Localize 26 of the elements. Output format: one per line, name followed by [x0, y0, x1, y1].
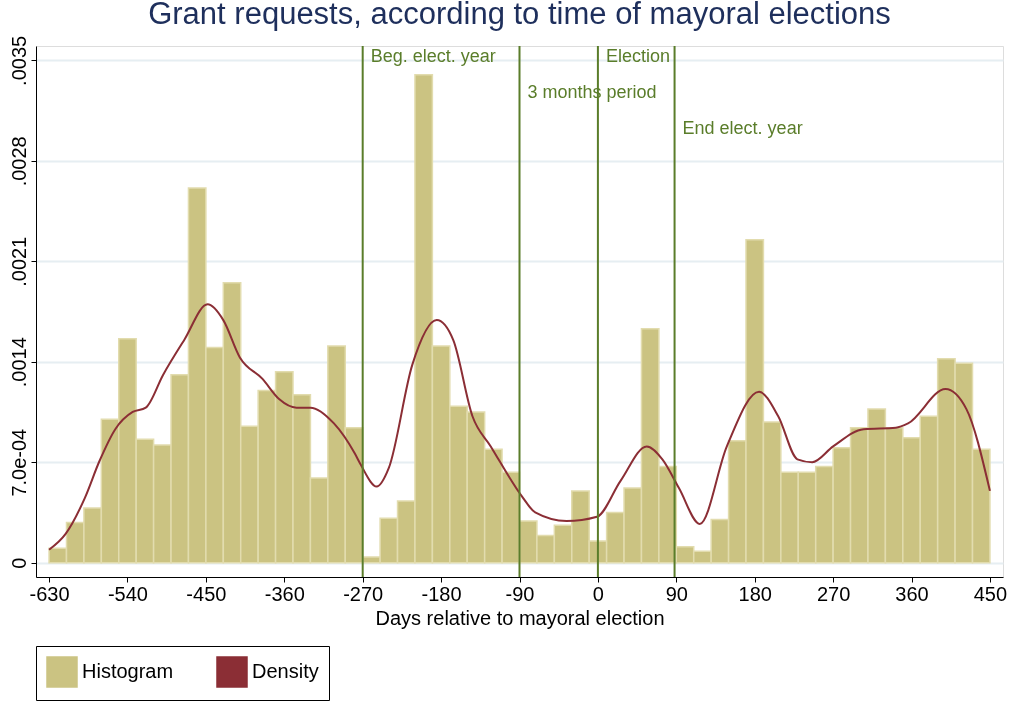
y-tick-label: 0	[7, 557, 30, 569]
x-axis-title: Days relative to mayoral election	[375, 606, 665, 629]
legend-label: Density	[252, 660, 319, 682]
x-tick-label: -270	[343, 582, 384, 605]
x-tick-label: -630	[29, 582, 70, 605]
x-tick-label: -450	[186, 582, 227, 605]
x-tick-label: -360	[264, 582, 305, 605]
legend-label: Histogram	[82, 660, 174, 682]
ref-line-label: End elect. year	[682, 118, 803, 138]
y-tick-label: .0035	[7, 35, 30, 86]
ref-line-label: Election	[605, 46, 670, 66]
x-tick-label: 180	[738, 582, 772, 605]
x-tick-label: -540	[107, 582, 148, 605]
x-tick-label: 90	[665, 582, 688, 605]
chart-title: Grant requests, according to time of mayoral elections	[148, 0, 891, 32]
y-tick-label: .0014	[7, 337, 30, 388]
x-tick-label: 450	[973, 582, 1008, 605]
x-tick-label: -180	[421, 582, 462, 605]
y-tick-label: 7.0e-04	[7, 428, 30, 497]
ref-line-label: Beg. elect. year	[370, 46, 496, 66]
y-tick-label: .0021	[7, 236, 30, 287]
y-tick-label: .0028	[7, 136, 30, 187]
x-tick-label: 360	[895, 582, 929, 605]
x-tick-label: -90	[505, 582, 535, 605]
x-tick-label: 0	[592, 582, 604, 605]
x-tick-label: 270	[816, 582, 851, 605]
